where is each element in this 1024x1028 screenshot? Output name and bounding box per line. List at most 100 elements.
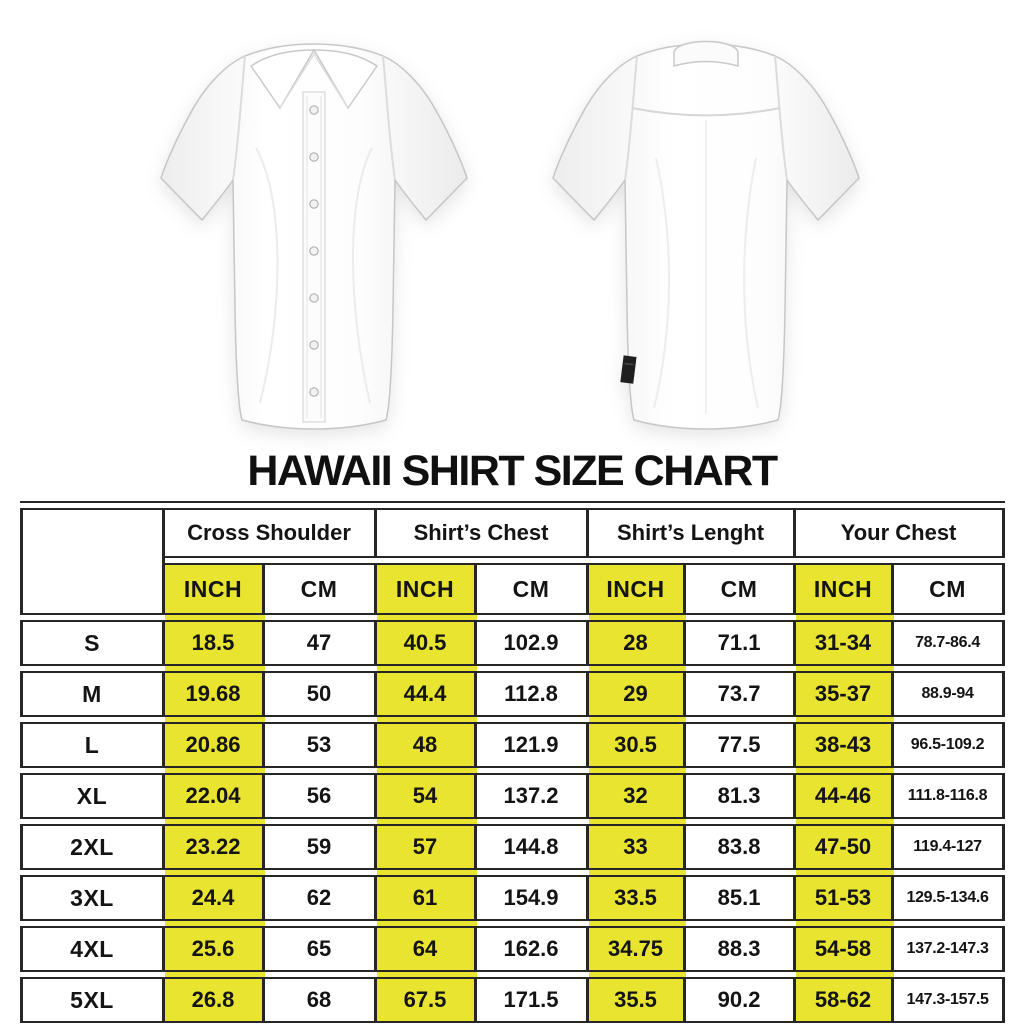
value-cell: 112.8: [476, 671, 589, 717]
value-cell: 28: [588, 620, 686, 666]
unit-header-cm: CM: [685, 563, 796, 615]
unit-header-inch: INCH: [795, 563, 894, 615]
value-cell: 35.5: [588, 977, 686, 1023]
value-cell: 22.04: [164, 773, 265, 819]
table-row-s: S 18.5 47 40.5 102.9 28 71.1 31-34 78.7-…: [19, 620, 1005, 666]
column-group-cross-shoulder: Cross Shoulder: [164, 508, 377, 558]
value-cell: 54: [376, 773, 477, 819]
column-group-shirts-chest: Shirt’s Chest: [376, 508, 589, 558]
value-cell: 85.1: [685, 875, 796, 921]
size-label: 3XL: [19, 875, 165, 921]
value-cell: 56: [264, 773, 377, 819]
value-cell: 25.6: [164, 926, 265, 972]
unit-header-inch: INCH: [588, 563, 686, 615]
value-cell: 19.68: [164, 671, 265, 717]
table-row-2xl: 2XL 23.22 59 57 144.8 33 83.8 47-50 119.…: [19, 824, 1005, 870]
value-cell: 31-34: [795, 620, 894, 666]
value-cell: 65: [264, 926, 377, 972]
value-cell: 81.3: [685, 773, 796, 819]
value-cell: 34.75: [588, 926, 686, 972]
shirt-front-image: [160, 43, 468, 430]
value-cell: 64: [376, 926, 477, 972]
value-cell: 18.5: [164, 620, 265, 666]
value-cell: 68: [264, 977, 377, 1023]
shirt-back-body: [552, 43, 860, 430]
value-cell: 137.2: [476, 773, 589, 819]
value-cell: 51-53: [795, 875, 894, 921]
value-cell: 24.4: [164, 875, 265, 921]
value-cell: 154.9: [476, 875, 589, 921]
value-cell: 88.3: [685, 926, 796, 972]
value-cell: 96.5-109.2: [893, 722, 1005, 768]
value-cell: 26.8: [164, 977, 265, 1023]
unit-header-cm: CM: [476, 563, 589, 615]
value-cell: 30.5: [588, 722, 686, 768]
shirt-back-image: [552, 40, 860, 430]
unit-header-inch: INCH: [164, 563, 265, 615]
table-row-xl: XL 22.04 56 54 137.2 32 81.3 44-46 111.8…: [19, 773, 1005, 819]
value-cell: 137.2-147.3: [893, 926, 1005, 972]
value-cell: 53: [264, 722, 377, 768]
table-row-5xl: 5XL 26.8 68 67.5 171.5 35.5 90.2 58-62 1…: [19, 977, 1005, 1023]
size-label: M: [19, 671, 165, 717]
column-group-your-chest: Your Chest: [795, 508, 1005, 558]
value-cell: 20.86: [164, 722, 265, 768]
shirt-front-placket: [302, 91, 326, 423]
value-cell: 111.8-116.8: [893, 773, 1005, 819]
value-cell: 54-58: [795, 926, 894, 972]
size-label: 5XL: [19, 977, 165, 1023]
value-cell: 83.8: [685, 824, 796, 870]
size-label: XL: [19, 773, 165, 819]
size-chart-table: Cross Shoulder Shirt’s Chest Shirt’s Len…: [19, 501, 1005, 1028]
size-label: S: [19, 620, 165, 666]
size-label: L: [19, 722, 165, 768]
value-cell: 119.4-127: [893, 824, 1005, 870]
size-label: 2XL: [19, 824, 165, 870]
value-cell: 33.5: [588, 875, 686, 921]
value-cell: 38-43: [795, 722, 894, 768]
shirt-front-collar: [249, 49, 379, 110]
table-row-l: L 20.86 53 48 121.9 30.5 77.5 38-43 96.5…: [19, 722, 1005, 768]
shirt-front-buttons: [309, 105, 319, 397]
corner-cell: [19, 508, 165, 615]
value-cell: 29: [588, 671, 686, 717]
value-cell: 147.3-157.5: [893, 977, 1005, 1023]
value-cell: 47: [264, 620, 377, 666]
value-cell: 129.5-134.6: [893, 875, 1005, 921]
value-cell: 44-46: [795, 773, 894, 819]
value-cell: 73.7: [685, 671, 796, 717]
shirt-back-collar-band: [673, 40, 739, 67]
page-title: HAWAII SHIRT SIZE CHART: [247, 447, 778, 495]
value-cell: 78.7-86.4: [893, 620, 1005, 666]
value-cell: 61: [376, 875, 477, 921]
value-cell: 121.9: [476, 722, 589, 768]
value-cell: 47-50: [795, 824, 894, 870]
table-row-m: M 19.68 50 44.4 112.8 29 73.7 35-37 88.9…: [19, 671, 1005, 717]
column-group-shirts-lenght: Shirt’s Lenght: [588, 508, 796, 558]
value-cell: 35-37: [795, 671, 894, 717]
value-cell: 23.22: [164, 824, 265, 870]
table-unit-header-row: INCH CM INCH CM INCH CM INCH CM: [20, 563, 1005, 615]
value-cell: 171.5: [476, 977, 589, 1023]
unit-header-inch: INCH: [376, 563, 477, 615]
unit-header-cm: CM: [264, 563, 377, 615]
value-cell: 77.5: [685, 722, 796, 768]
size-table-wrap: Cross Shoulder Shirt’s Chest Shirt’s Len…: [19, 501, 1005, 1028]
value-cell: 33: [588, 824, 686, 870]
value-cell: 32: [588, 773, 686, 819]
value-cell: 44.4: [376, 671, 477, 717]
value-cell: 71.1: [685, 620, 796, 666]
value-cell: 62: [264, 875, 377, 921]
unit-header-cm: CM: [893, 563, 1005, 615]
value-cell: 162.6: [476, 926, 589, 972]
value-cell: 57: [376, 824, 477, 870]
shirt-images-row: [0, 0, 1024, 450]
value-cell: 59: [264, 824, 377, 870]
table-group-header-row: Cross Shoulder Shirt’s Chest Shirt’s Len…: [19, 508, 1005, 615]
size-label: 4XL: [19, 926, 165, 972]
value-cell: 48: [376, 722, 477, 768]
value-cell: 67.5: [376, 977, 477, 1023]
table-row-4xl: 4XL 25.6 65 64 162.6 34.75 88.3 54-58 13…: [19, 926, 1005, 972]
value-cell: 50: [264, 671, 377, 717]
